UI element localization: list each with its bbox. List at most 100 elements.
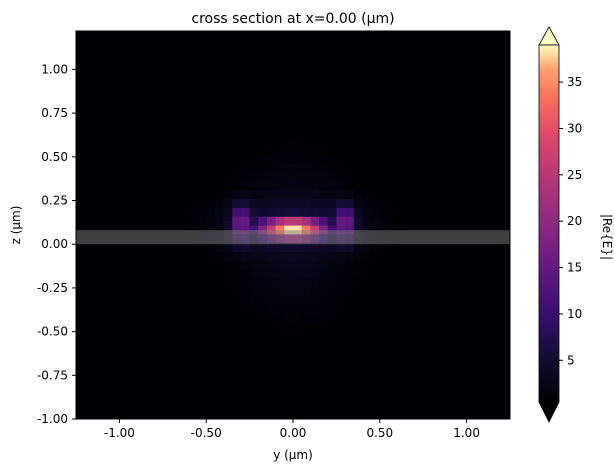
heatmap-cell	[162, 163, 173, 173]
heatmap-cell	[206, 225, 216, 235]
heatmap-cell	[353, 304, 364, 314]
heatmap-cell	[327, 277, 337, 288]
heatmap-cell	[362, 286, 372, 297]
heatmap-cell	[475, 366, 485, 376]
heatmap-cell	[206, 207, 216, 217]
heatmap-cell	[405, 136, 416, 147]
heatmap-cell	[180, 225, 190, 235]
heatmap-cell	[345, 269, 355, 279]
heatmap-cell	[258, 189, 268, 200]
heatmap-cell	[197, 198, 207, 208]
heatmap-cell	[431, 216, 442, 226]
heatmap-cell	[371, 286, 381, 297]
heatmap-cell	[76, 92, 86, 103]
heatmap-cell	[102, 357, 112, 367]
heatmap-cell	[171, 225, 181, 235]
heatmap-cell	[258, 225, 268, 235]
heatmap-cell	[414, 322, 424, 332]
heatmap-cell	[362, 251, 372, 261]
heatmap-cell	[93, 366, 103, 376]
heatmap-cell	[449, 207, 459, 217]
heatmap-cell	[93, 216, 103, 226]
heatmap-cell	[362, 207, 372, 217]
heatmap-cell	[119, 304, 129, 314]
heatmap-cell	[362, 339, 372, 350]
x-axis: -1.00 -0.50 0.00 0.50 1.00	[104, 419, 480, 440]
heatmap-cell	[353, 366, 364, 376]
heatmap-cell	[206, 83, 216, 94]
heatmap-cell	[232, 357, 242, 367]
heatmap-cell	[397, 39, 407, 50]
heatmap-cell	[457, 348, 468, 358]
heatmap-cell	[284, 189, 294, 200]
heatmap-cell	[492, 189, 502, 200]
heatmap-cell	[492, 75, 502, 85]
heatmap-cell	[301, 286, 311, 297]
heatmap-cell	[483, 39, 494, 50]
heatmap-cell	[128, 128, 138, 138]
heatmap-cell	[466, 313, 476, 323]
heatmap-cell	[232, 269, 242, 279]
heatmap-cell	[379, 322, 390, 332]
heatmap-cell	[171, 216, 181, 226]
heatmap-cell	[362, 110, 372, 120]
heatmap-cell	[110, 31, 120, 41]
heatmap-cell	[414, 339, 424, 350]
heatmap-cell	[423, 269, 433, 279]
heatmap-cell	[119, 216, 129, 226]
heatmap-cell	[405, 374, 416, 385]
heatmap-cell	[397, 277, 407, 288]
heatmap-cell	[457, 374, 468, 385]
heatmap-cell	[336, 57, 346, 67]
heatmap-cell	[414, 145, 424, 156]
colorbar-gradient	[538, 44, 560, 403]
heatmap-cell	[319, 66, 329, 76]
heatmap-cell	[405, 57, 416, 67]
heatmap-cell	[284, 154, 294, 164]
heatmap-cell	[293, 136, 303, 147]
heatmap-cell	[405, 128, 416, 138]
heatmap-cell	[154, 180, 164, 191]
heatmap-cell	[214, 313, 225, 323]
heatmap-cell	[301, 110, 311, 120]
heatmap-cell	[353, 410, 364, 419]
heatmap-cell	[397, 304, 407, 314]
heatmap-cell	[145, 110, 155, 120]
heatmap-cell	[336, 225, 346, 235]
heatmap-cell	[223, 198, 233, 208]
heatmap-cell	[492, 136, 502, 147]
heatmap-cell	[188, 286, 199, 297]
heatmap-cell	[423, 198, 433, 208]
heatmap-cell	[240, 198, 251, 208]
heatmap-cell	[180, 66, 190, 76]
heatmap-cell	[405, 401, 416, 411]
heatmap-cell	[162, 83, 173, 94]
heatmap-cell	[223, 260, 233, 270]
heatmap-cell	[266, 75, 277, 85]
heatmap-cell	[128, 277, 138, 288]
heatmap-cell	[327, 374, 337, 385]
heatmap-cell	[310, 119, 320, 129]
heatmap-cell	[362, 330, 372, 341]
heatmap-cell	[284, 374, 294, 385]
heatmap-cell	[206, 392, 216, 402]
heatmap-cell	[345, 83, 355, 94]
heatmap-cell	[206, 366, 216, 376]
heatmap-cell	[240, 339, 251, 350]
heatmap-cell	[319, 216, 329, 226]
heatmap-cell	[336, 83, 346, 94]
heatmap-cell	[457, 304, 468, 314]
heatmap-cell	[405, 180, 416, 191]
heatmap-cell	[310, 374, 320, 385]
heatmap-cell	[310, 410, 320, 419]
heatmap-cell	[180, 216, 190, 226]
heatmap-cell	[483, 225, 494, 235]
heatmap-cell	[449, 172, 459, 182]
heatmap-cell	[405, 75, 416, 85]
heatmap-cell	[258, 251, 268, 261]
heatmap-cell	[84, 189, 94, 200]
heatmap-cell	[327, 295, 337, 305]
heatmap-cell	[414, 330, 424, 341]
heatmap-cell	[197, 242, 207, 253]
heatmap-cell	[440, 198, 450, 208]
